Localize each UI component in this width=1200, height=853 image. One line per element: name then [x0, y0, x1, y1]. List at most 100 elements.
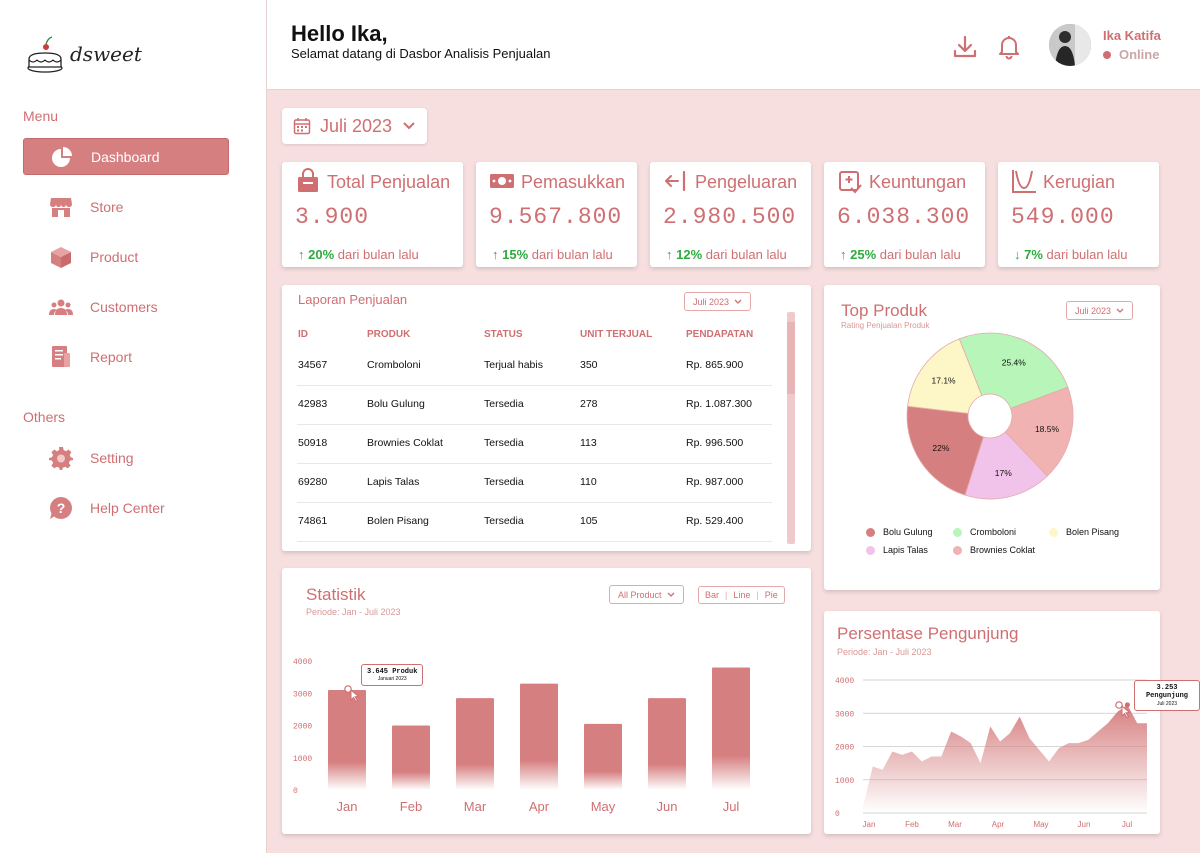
y-tick-label: 3000: [293, 690, 312, 699]
pie-slice-cromboloni[interactable]: [958, 332, 1069, 409]
top-product-filter[interactable]: Juli 2023: [1066, 301, 1134, 320]
sidebar-item-help-center[interactable]: ? Help Center: [23, 489, 229, 526]
divider: |: [725, 590, 728, 600]
x-tick-label: May: [1033, 820, 1048, 829]
kpi-card-pemasukkan[interactable]: Pemasukkan 9.567.800 ↑ 15% dari bulan la…: [476, 162, 637, 267]
chart-type-line[interactable]: Line: [733, 590, 751, 600]
x-tick-label: Feb: [400, 799, 422, 814]
users-icon: [49, 299, 73, 315]
sidebar-item-dashboard[interactable]: Dashboard: [23, 138, 229, 175]
sidebar-item-store[interactable]: Store: [23, 188, 229, 225]
pie-slice-brownies-coklat[interactable]: [1004, 386, 1074, 477]
kpi-change: ↓ 7% dari bulan lalu: [1014, 247, 1127, 262]
money-icon: [490, 174, 514, 188]
statistik-bar-chart[interactable]: 0 1000 2000 3000 4000 Jan Feb Mar Apr May Jun Jul: [282, 640, 811, 825]
y-tick-label: 4000: [835, 677, 854, 686]
visitor-title: Persentase Pengunjung: [837, 624, 1019, 643]
chart-type-bar[interactable]: Bar: [705, 590, 720, 600]
sidebar-item-label: Store: [90, 198, 124, 215]
avatar[interactable]: [1049, 24, 1091, 66]
sidebar-item-label: Setting: [90, 449, 134, 466]
bar-may[interactable]: [584, 723, 622, 790]
bell-icon[interactable]: [996, 34, 1022, 60]
bar-jun[interactable]: [648, 698, 686, 790]
pie-slice-bolen-pisang[interactable]: [907, 338, 983, 414]
trend-down-icon: ↓: [1014, 247, 1021, 262]
kpi-card-pengeluaran[interactable]: Pengeluaran 2.980.500 ↑ 12% dari bulan l…: [650, 162, 811, 267]
scrollbar-thumb[interactable]: [787, 322, 795, 394]
table-row[interactable]: 42983 Bolu Gulung Tersedia 278 Rp. 1.087…: [297, 386, 772, 425]
kpi-change-pct: 25%: [850, 247, 877, 262]
bar-mar[interactable]: [456, 698, 494, 790]
kpi-change-pct: 7%: [1024, 247, 1043, 262]
sidebar-item-report[interactable]: Report: [23, 338, 229, 375]
legend-swatch: [866, 527, 875, 537]
x-tick-label: Jun: [1078, 820, 1091, 829]
legend-label: Cromboloni: [970, 527, 1017, 537]
sidebar-item-setting[interactable]: Setting: [23, 439, 229, 476]
table-row[interactable]: 34567 Cromboloni Terjual habis 350 Rp. 8…: [297, 347, 772, 386]
product-filter-dropdown[interactable]: All Product: [609, 585, 684, 604]
brand-logo[interactable]: dsweet: [26, 34, 142, 74]
chart-type-pie[interactable]: Pie: [764, 590, 778, 600]
kpi-card-keuntungan[interactable]: Keuntungan 6.038.300 ↑ 25% dari bulan la…: [824, 162, 985, 267]
cell-unit: 110: [580, 476, 597, 488]
kpi-change: ↑ 15% dari bulan lalu: [492, 247, 613, 262]
area-series-visitors[interactable]: [863, 704, 1147, 813]
top-product-subtitle: Rating Penjualan Produk: [841, 321, 930, 330]
kpi-value: 2.980.500: [663, 204, 797, 230]
sidebar-item-label: Report: [90, 348, 133, 365]
month-selector[interactable]: Juli 2023: [282, 108, 427, 144]
table-scrollbar[interactable]: [787, 312, 795, 544]
kpi-value: 9.567.800: [489, 204, 623, 230]
legend-swatch: [866, 545, 875, 555]
cell-produk: Bolen Pisang: [367, 515, 429, 527]
cell-status: Tersedia: [484, 398, 524, 410]
bar-jan[interactable]: [328, 690, 366, 790]
x-tick-label: Apr: [992, 820, 1005, 829]
sales-report-filter[interactable]: Juli 2023: [684, 292, 752, 311]
sidebar-item-customers[interactable]: Customers: [23, 288, 229, 325]
column-header-pendapatan[interactable]: PENDAPATAN: [686, 329, 754, 340]
arrow-left-bar-icon: [665, 170, 686, 192]
cursor-pointer-icon: [1115, 701, 1131, 718]
tooltip-value: 3.253 Pengunjung: [1145, 684, 1188, 701]
kpi-title: Total Penjualan: [327, 172, 451, 192]
pie-slice-lapis-talas[interactable]: [964, 431, 1048, 500]
top-product-pie-chart[interactable]: 25.4% 18.5% 17% 22% 17.1%: [895, 328, 1085, 518]
kpi-card-total-penjualan[interactable]: Total Penjualan 3.900 ↑ 20% dari bulan l…: [282, 162, 463, 267]
cell-status: Tersedia: [484, 515, 524, 527]
x-tick-label: Apr: [529, 799, 550, 814]
bar-feb[interactable]: [392, 725, 430, 791]
bar-jul[interactable]: [712, 667, 750, 790]
kpi-value: 3.900: [295, 204, 370, 230]
pie-slice-label: 22%: [932, 443, 949, 453]
column-header-unit-terjual[interactable]: UNIT TERJUAL: [580, 329, 653, 340]
kpi-card-kerugian[interactable]: Kerugian 549.000 ↓ 7% dari bulan lalu: [998, 162, 1159, 267]
download-icon[interactable]: [952, 34, 978, 60]
cursor-pointer-icon: [344, 685, 360, 702]
cell-produk: Bolu Gulung: [367, 398, 425, 410]
bar-apr[interactable]: [520, 683, 558, 790]
area-highlight-point[interactable]: [1124, 702, 1130, 708]
cell-unit: 350: [580, 359, 598, 371]
column-header-produk[interactable]: PRODUK: [367, 329, 411, 340]
kpi-change-note: dari bulan lalu: [876, 247, 961, 262]
visitor-area-chart[interactable]: 0 1000 2000 3000 4000 Jan Feb Mar Apr May Jun Jul: [824, 670, 1160, 830]
cell-produk: Cromboloni: [367, 359, 421, 371]
user-name: Ika Katifa: [1103, 28, 1161, 43]
column-header-id[interactable]: ID: [298, 329, 308, 340]
table-row[interactable]: 50918 Brownies Coklat Tersedia 113 Rp. 9…: [297, 425, 772, 464]
gear-icon: [49, 447, 73, 470]
table-row[interactable]: 74861 Bolen Pisang Tersedia 105 Rp. 529.…: [297, 503, 772, 542]
legend-label: Lapis Talas: [883, 545, 928, 555]
x-tick-label: Jul: [723, 799, 740, 814]
x-tick-label: Jan: [337, 799, 358, 814]
table-row[interactable]: 69280 Lapis Talas Tersedia 110 Rp. 987.0…: [297, 464, 772, 503]
top-product-filter-value: Juli 2023: [1075, 305, 1112, 316]
column-header-status[interactable]: STATUS: [484, 329, 523, 340]
pie-slice-bolu-gulung[interactable]: [906, 405, 984, 496]
y-tick-label: 0: [835, 810, 840, 819]
sidebar-item-product[interactable]: Product: [23, 238, 229, 275]
cell-pendapatan: Rp. 1.087.300: [686, 398, 752, 410]
